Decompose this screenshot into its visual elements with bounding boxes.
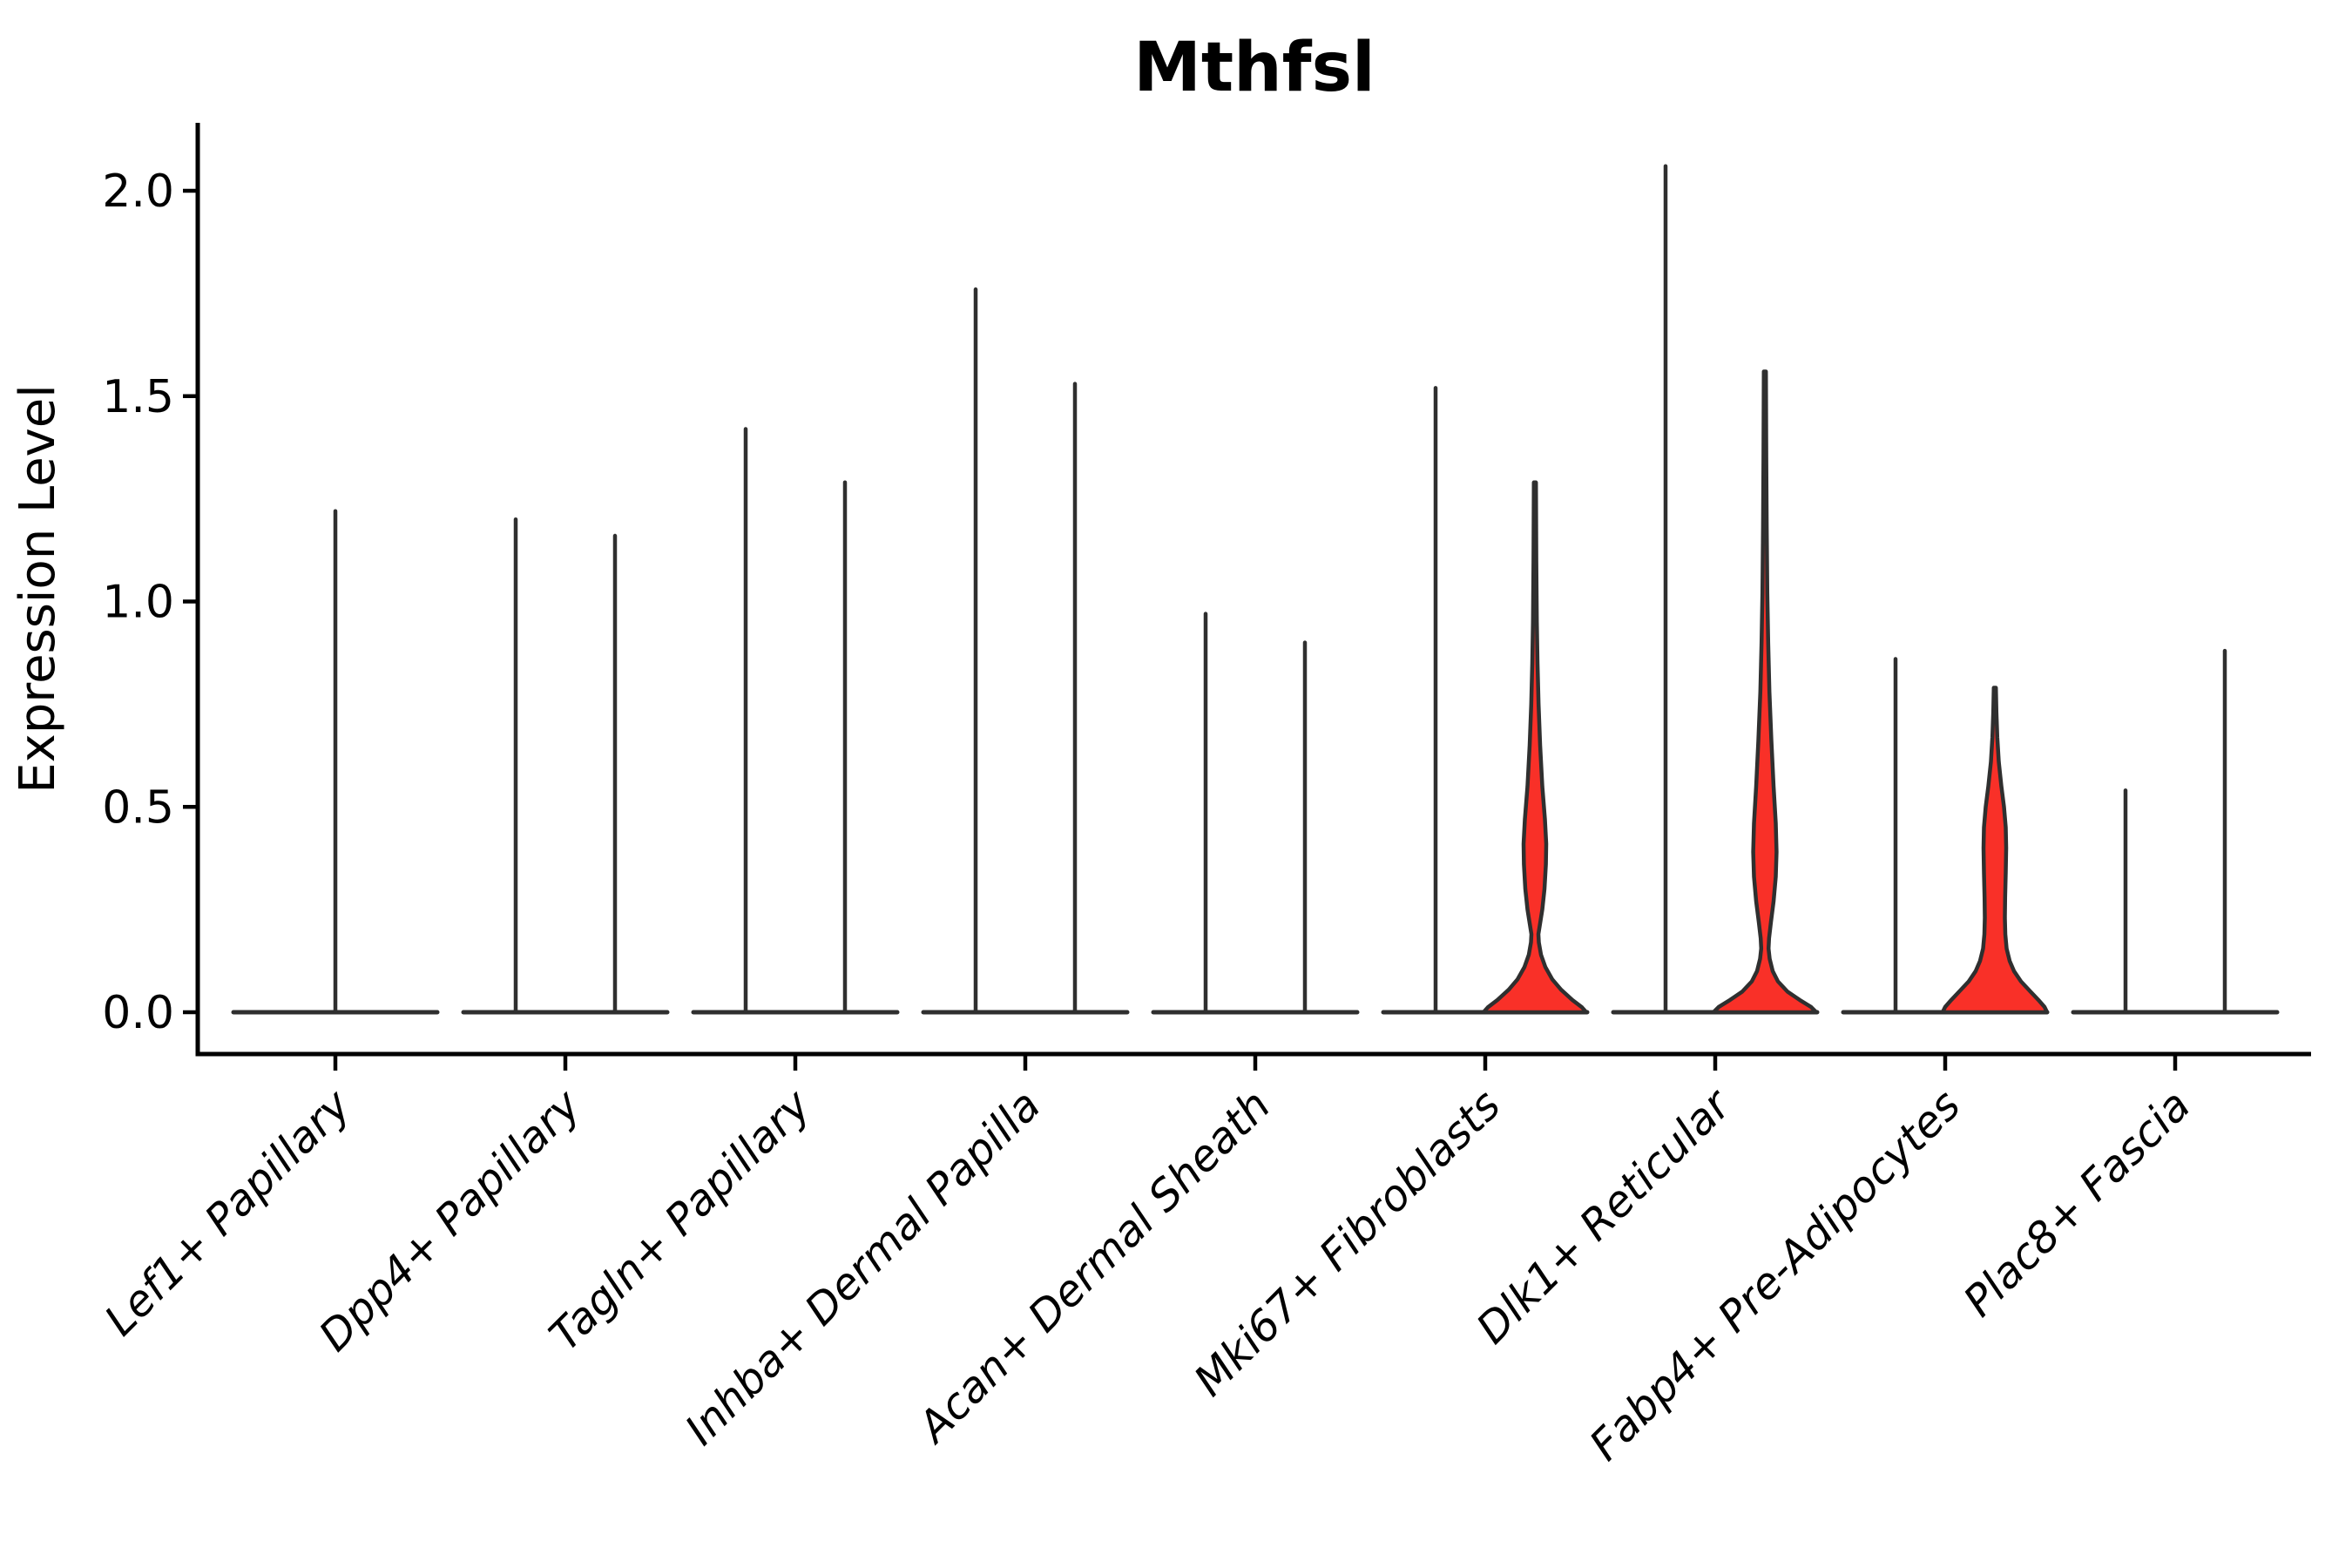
x-tick-label: Plac8+ Fascia xyxy=(1954,1080,2200,1326)
y-tick-label: 0.0 xyxy=(102,987,174,1039)
violin-filled xyxy=(1940,686,2050,1015)
violins-layer xyxy=(231,164,2280,1015)
y-tick-label: 0.5 xyxy=(102,781,174,834)
axes-layer xyxy=(183,123,2311,1071)
y-axis-label: Expression Level xyxy=(10,384,66,794)
chart-title: Mthfsl xyxy=(1133,29,1375,107)
violin-filled xyxy=(1711,369,1819,1015)
x-tick-label: Dlk1+ Reticular xyxy=(1467,1078,1741,1353)
x-tick-label: Lef1+ Papillary xyxy=(95,1079,361,1345)
y-tick-label: 1.5 xyxy=(102,371,174,423)
violin-filled xyxy=(1481,480,1589,1015)
y-tick-label: 2.0 xyxy=(102,166,174,218)
y-tick-label: 1.0 xyxy=(102,577,174,629)
x-tick-label: Fabp4+ Pre-Adipocytes xyxy=(1580,1080,1970,1470)
